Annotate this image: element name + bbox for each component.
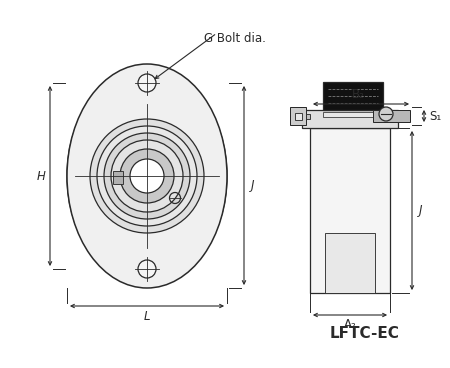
Circle shape — [379, 107, 393, 121]
Bar — [310, 128, 390, 293]
Bar — [325, 233, 375, 293]
Circle shape — [111, 140, 183, 212]
Circle shape — [104, 133, 190, 219]
Ellipse shape — [67, 64, 227, 288]
Text: J: J — [419, 204, 423, 217]
Bar — [323, 82, 383, 110]
Circle shape — [120, 149, 174, 203]
Text: J: J — [251, 179, 255, 192]
Bar — [373, 110, 410, 122]
Text: B₂: B₂ — [351, 88, 364, 102]
Polygon shape — [113, 171, 123, 184]
Text: L: L — [144, 311, 150, 323]
Bar — [294, 113, 302, 120]
Text: G Bolt dia.: G Bolt dia. — [204, 32, 266, 45]
Bar — [290, 107, 306, 125]
Circle shape — [90, 119, 204, 233]
Circle shape — [130, 159, 164, 193]
Text: H: H — [36, 170, 45, 183]
Text: LFTC-EC: LFTC-EC — [330, 326, 400, 340]
Circle shape — [138, 74, 156, 92]
Text: A₂: A₂ — [344, 318, 356, 332]
Bar — [306, 114, 310, 119]
Circle shape — [97, 126, 197, 226]
Bar — [302, 110, 398, 128]
Text: S₁: S₁ — [429, 110, 441, 123]
Circle shape — [138, 260, 156, 278]
Bar — [323, 112, 383, 117]
